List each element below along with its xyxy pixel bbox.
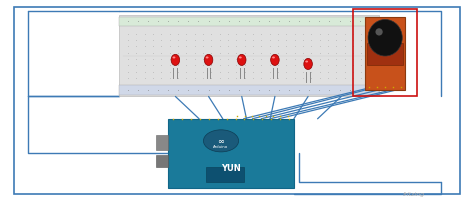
- Ellipse shape: [204, 55, 213, 66]
- Ellipse shape: [239, 57, 242, 59]
- Ellipse shape: [304, 59, 312, 70]
- Bar: [365, 18, 405, 91]
- Bar: [118, 86, 379, 95]
- Ellipse shape: [368, 20, 402, 57]
- Bar: [367, 44, 403, 65]
- Text: ∞: ∞: [218, 137, 225, 146]
- Ellipse shape: [171, 55, 180, 66]
- Bar: [118, 16, 379, 97]
- Ellipse shape: [375, 29, 383, 36]
- Text: YUN: YUN: [221, 163, 241, 172]
- Bar: [353, 10, 417, 97]
- Ellipse shape: [173, 57, 175, 59]
- Bar: [168, 119, 294, 188]
- Ellipse shape: [203, 130, 238, 152]
- Ellipse shape: [206, 57, 209, 59]
- Ellipse shape: [271, 55, 279, 66]
- Text: Arduino: Arduino: [213, 145, 228, 149]
- Ellipse shape: [237, 55, 246, 66]
- Ellipse shape: [272, 57, 275, 59]
- Ellipse shape: [305, 61, 308, 63]
- Bar: [156, 135, 168, 150]
- Bar: [118, 18, 379, 27]
- Bar: [206, 167, 244, 182]
- Bar: [156, 155, 168, 167]
- Text: fritzing: fritzing: [402, 191, 424, 196]
